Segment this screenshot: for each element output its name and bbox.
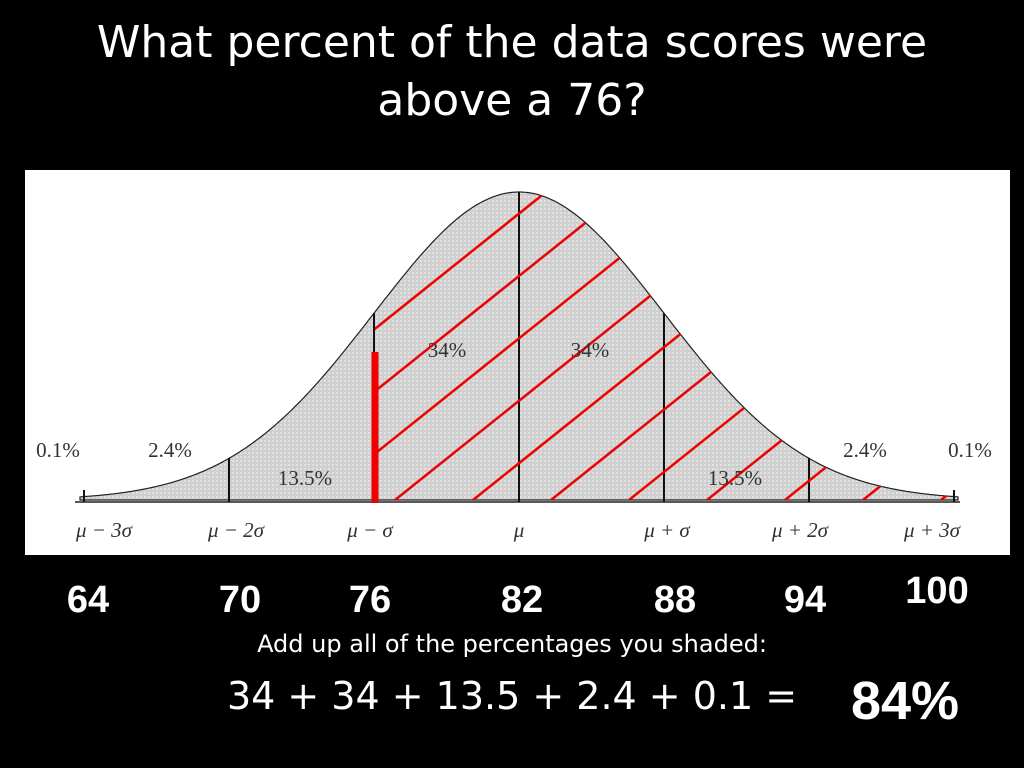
hatch-line	[375, 192, 587, 500]
region-label: 13.5%	[278, 466, 332, 490]
score-label: 64	[67, 579, 109, 621]
region-label: 2.4%	[148, 438, 192, 462]
axis-label: μ + 2σ	[771, 518, 830, 542]
axis-label: μ − 3σ	[75, 518, 134, 542]
score-label: 100	[905, 570, 968, 612]
answer: 84%	[850, 671, 960, 731]
score-label: 88	[654, 579, 696, 621]
axis-label: μ + 3σ	[903, 518, 962, 542]
score-label: 70	[219, 579, 261, 621]
score-label: 94	[784, 579, 826, 621]
slide-title: What percent of the data scores were abo…	[96, 17, 928, 126]
axis-label: μ − σ	[346, 518, 394, 542]
score-label: 82	[501, 579, 543, 621]
region-label: 0.1%	[36, 438, 80, 462]
axis-label: μ	[513, 518, 525, 542]
region-label: 34%	[571, 338, 610, 362]
region-label: 0.1%	[948, 438, 992, 462]
region-label: 34%	[428, 338, 467, 362]
axis-label: μ − 2σ	[207, 518, 266, 542]
equation: 34 + 34 + 13.5 + 2.4 + 0.1 =	[226, 674, 798, 718]
region-label: 13.5%	[708, 466, 762, 490]
axis-label: μ + σ	[643, 518, 691, 542]
instruction: Add up all of the percentages you shaded…	[257, 630, 767, 658]
region-label: 2.4%	[843, 438, 887, 462]
score-label: 76	[349, 579, 391, 621]
